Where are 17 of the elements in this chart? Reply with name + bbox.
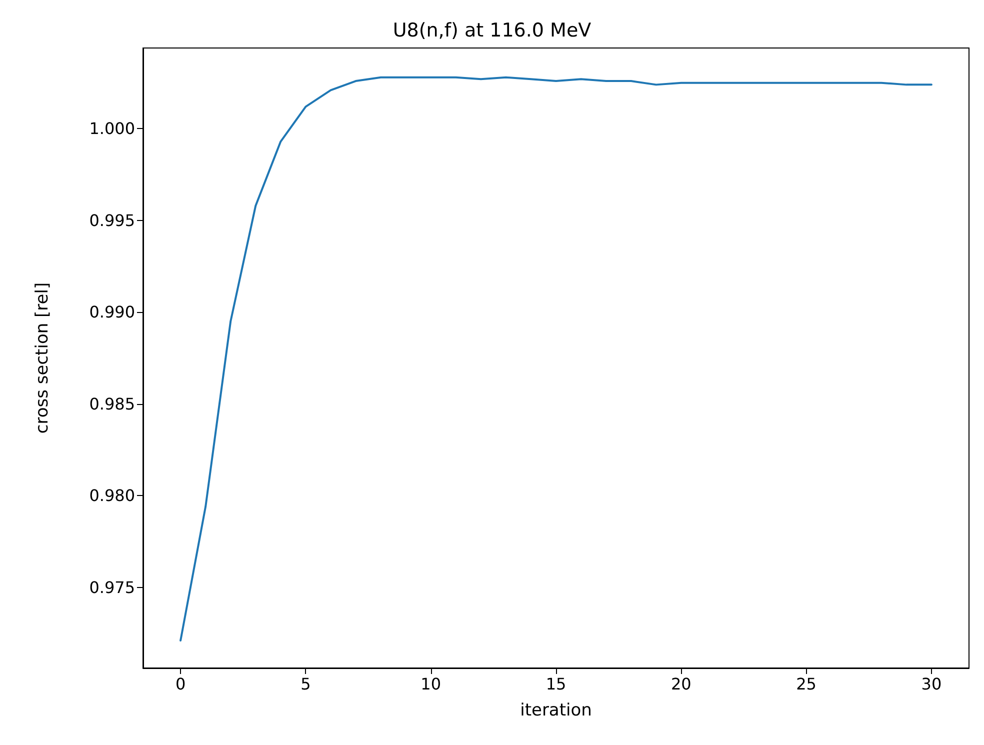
y-tick-label: 1.000 (89, 119, 135, 138)
y-tick-label: 0.980 (89, 486, 135, 506)
y-tick-label: 0.975 (89, 578, 135, 597)
line-series (180, 76, 932, 642)
y-tick-label: 0.995 (89, 210, 135, 230)
x-axis-title: iteration (520, 700, 592, 720)
chart-title: U8(n,f) at 116.0 MeV (392, 20, 592, 42)
x-tick-label: 30 (921, 674, 942, 694)
y-tick-label: 0.990 (89, 302, 135, 322)
y-axis-title: cross section [rel] (32, 282, 52, 434)
x-tick-label: 0 (175, 674, 186, 694)
x-tick-label: 20 (670, 674, 692, 694)
x-tick-label: 5 (300, 674, 311, 694)
y-tick-label: 0.985 (89, 394, 135, 414)
x-tick-label: 25 (796, 674, 816, 694)
x-tick-label: 10 (420, 674, 442, 694)
x-tick-label: 15 (546, 674, 566, 694)
